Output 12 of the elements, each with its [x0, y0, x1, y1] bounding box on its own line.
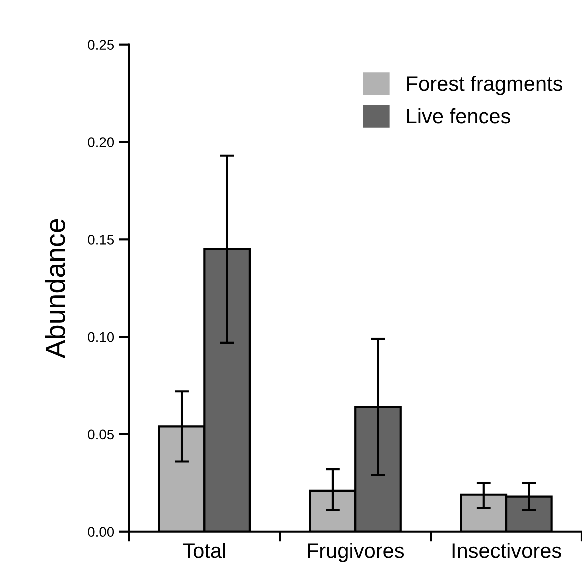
y-tick-label: 0.25	[88, 40, 114, 50]
y-axis-title: Abundance	[45, 219, 66, 359]
y-tick-label: 0.05	[88, 430, 114, 440]
legend-label: Forest fragments	[408, 76, 563, 96]
y-tick-label: 0.15	[88, 234, 114, 245]
y-tick-label: 0.00	[88, 527, 114, 538]
x-tick-label: Insectivores	[452, 542, 562, 558]
x-tick-label: Frugivores	[308, 542, 404, 562]
legend-label: Live fences	[408, 108, 510, 124]
y-tick-label: 0.10	[88, 332, 114, 342]
y-tick-label: 0.20	[88, 138, 114, 148]
x-tick-label: Total	[183, 542, 226, 558]
